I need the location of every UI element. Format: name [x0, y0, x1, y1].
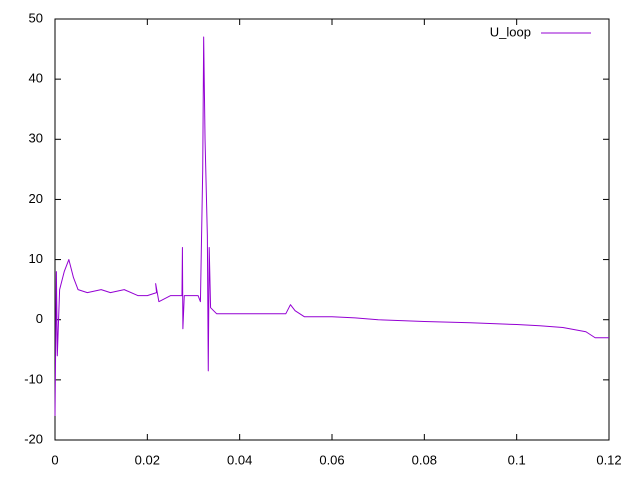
y-tick-label: -20 [24, 431, 43, 446]
x-tick-label: 0.12 [596, 452, 621, 467]
x-tick-label: 0 [51, 452, 58, 467]
x-tick-label: 0.02 [135, 452, 160, 467]
y-tick-label: 20 [29, 191, 43, 206]
x-tick-label: 0.06 [319, 452, 344, 467]
y-tick-label: 10 [29, 251, 43, 266]
data-line [54, 36, 609, 416]
x-tick-label: 0.04 [227, 452, 252, 467]
plot-border [54, 18, 610, 441]
y-tick-label: 30 [29, 131, 43, 146]
y-tick-label: 0 [36, 311, 43, 326]
y-tick-label: 40 [29, 71, 43, 86]
x-tick-label: 0.1 [508, 452, 526, 467]
x-tick-label: 0.08 [412, 452, 437, 467]
y-tick-label: -10 [24, 371, 43, 386]
legend-label: U_loop [490, 24, 531, 39]
y-tick-label: 50 [29, 10, 43, 25]
